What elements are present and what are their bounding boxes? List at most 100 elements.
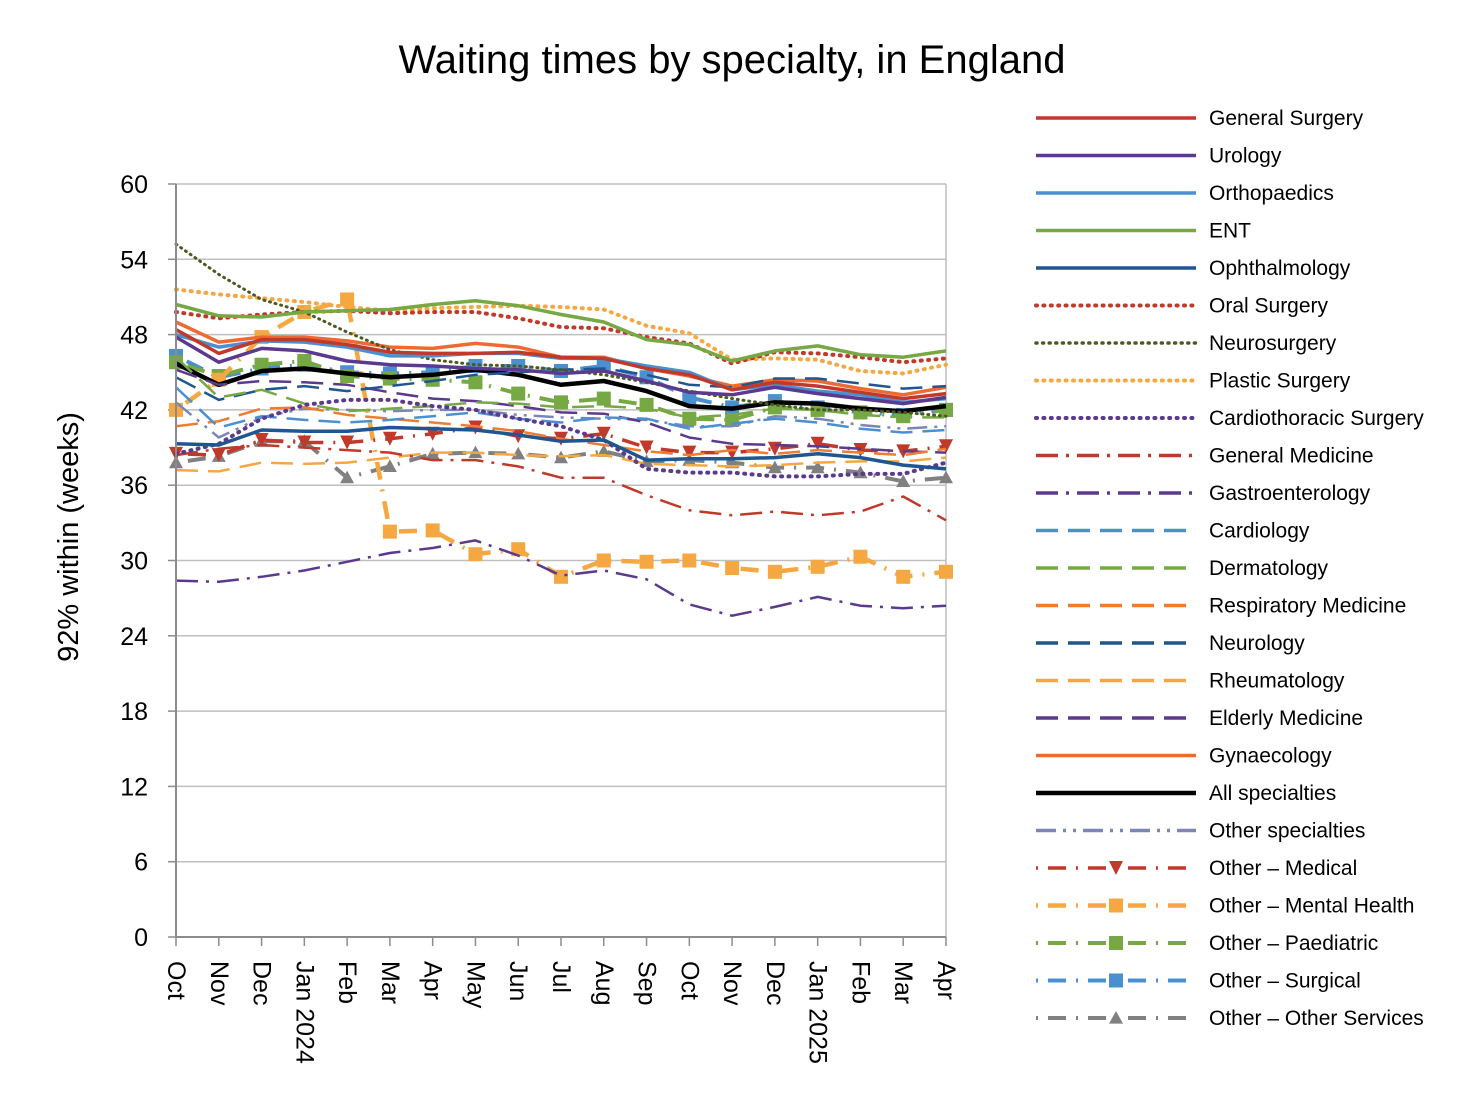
y-tick-label: 12 bbox=[120, 773, 148, 801]
legend-item: General Surgery bbox=[1036, 107, 1364, 130]
y-tick-label: 0 bbox=[134, 924, 148, 952]
y-tick-label: 36 bbox=[120, 472, 148, 500]
x-tick-label: Feb bbox=[846, 961, 874, 1004]
data-point-other-paediatric bbox=[511, 386, 526, 401]
data-point-other-other-services bbox=[810, 460, 825, 474]
x-tick-label: Nov bbox=[205, 961, 233, 1006]
data-point-other-other-services bbox=[340, 470, 355, 484]
legend-label: Other – Medical bbox=[1209, 857, 1357, 880]
series-line-all-specialties bbox=[174, 361, 947, 414]
y-tick-label: 48 bbox=[120, 322, 148, 350]
x-tick-label: Jun bbox=[504, 961, 532, 1001]
legend-item: General Medicine bbox=[1036, 445, 1374, 468]
legend-item: Dermatology bbox=[1036, 557, 1329, 580]
x-tick-label: Dec bbox=[761, 961, 789, 1005]
legend-label: Rheumatology bbox=[1209, 670, 1345, 693]
data-point-other-mental-health bbox=[340, 292, 355, 307]
x-axis-ticks: Oct Nov Dec Jan 2024 Feb Mar Apr May Jun Jul Aug Se… bbox=[162, 937, 960, 1064]
legend-label: Plastic Surgery bbox=[1209, 370, 1351, 393]
series-line-neurosurgery bbox=[174, 242, 948, 418]
chart-title: Waiting times by specialty, in England bbox=[399, 38, 1066, 82]
y-tick-label: 60 bbox=[120, 171, 148, 199]
data-point-other-mental-health bbox=[382, 524, 397, 539]
legend-item: All specialties bbox=[1036, 782, 1336, 805]
legend-label: Other – Surgical bbox=[1209, 970, 1361, 993]
legend-label: Neurology bbox=[1209, 632, 1305, 655]
data-point-other-medical bbox=[468, 420, 483, 435]
x-tick-label: Mar bbox=[376, 961, 404, 1004]
data-point-other-mental-health bbox=[596, 553, 611, 568]
data-point-other-paediatric bbox=[297, 353, 312, 368]
legend-label: Orthopaedics bbox=[1209, 182, 1334, 205]
y-axis-ticks: 0 6 12 18 24 30 36 42 48 54 60 bbox=[120, 171, 176, 952]
data-point-other-medical bbox=[639, 440, 654, 455]
legend-label: Other specialties bbox=[1209, 820, 1365, 843]
legend-item: Elderly Medicine bbox=[1036, 707, 1363, 730]
y-tick-label: 6 bbox=[134, 849, 148, 877]
data-point-other-mental-health bbox=[725, 561, 740, 576]
x-tick-label: Oct bbox=[675, 961, 703, 1000]
y-tick-label: 18 bbox=[120, 698, 148, 726]
x-tick-label: Jan 2025 bbox=[804, 961, 832, 1064]
legend-label: ENT bbox=[1209, 220, 1251, 243]
legend-label: Respiratory Medicine bbox=[1209, 595, 1406, 618]
y-axis-label: 92% within (weeks) bbox=[53, 412, 85, 662]
legend-marker bbox=[1109, 973, 1123, 988]
series-line-respiratory-medicine bbox=[175, 406, 947, 457]
x-tick-label: Jan 2024 bbox=[290, 961, 318, 1064]
legend-item: Plastic Surgery bbox=[1034, 370, 1351, 393]
data-point-other-medical bbox=[596, 426, 611, 441]
legend-label: Other – Mental Health bbox=[1209, 895, 1414, 918]
legend-label: Elderly Medicine bbox=[1209, 707, 1363, 730]
data-point-other-medical bbox=[810, 436, 825, 451]
series-line-gastroenterology bbox=[175, 539, 947, 617]
legend-label: Cardiothoracic Surgery bbox=[1209, 407, 1424, 430]
data-point-other-mental-health bbox=[639, 554, 654, 569]
legend-label: Other – Paediatric bbox=[1209, 932, 1378, 955]
data-point-other-other-services bbox=[382, 459, 397, 472]
legend-item: ENT bbox=[1036, 220, 1251, 243]
data-point-other-medical bbox=[340, 435, 355, 450]
legend-marker bbox=[1109, 1011, 1123, 1024]
legend-item: Other – Surgical bbox=[1036, 970, 1361, 993]
legend-label: Gynaecology bbox=[1209, 745, 1332, 768]
data-point-other-mental-health bbox=[939, 564, 953, 579]
legend-item: Rheumatology bbox=[1036, 670, 1345, 693]
data-point-other-paediatric bbox=[596, 391, 611, 406]
data-point-other-medical bbox=[939, 439, 953, 454]
series-line-urology bbox=[175, 335, 947, 406]
legend: General Surgery Urology Orthopaedics ENT Oph… bbox=[1034, 107, 1424, 1030]
legend-item: Cardiology bbox=[1036, 520, 1310, 543]
data-point-other-mental-health bbox=[896, 569, 911, 584]
data-point-other-other-services bbox=[511, 446, 526, 460]
legend-label: Gastroenterology bbox=[1209, 482, 1371, 505]
y-tick-label: 30 bbox=[120, 548, 148, 576]
data-point-other-medical bbox=[254, 433, 269, 448]
gridlines bbox=[176, 183, 947, 937]
legend-item: Other – Paediatric bbox=[1036, 932, 1378, 955]
data-point-other-medical bbox=[853, 443, 868, 458]
x-tick-label: Dec bbox=[248, 961, 276, 1005]
axes bbox=[175, 184, 946, 938]
legend-label: Other – Other Services bbox=[1209, 1007, 1424, 1030]
legend-item: Orthopaedics bbox=[1036, 182, 1334, 205]
legend-item: Cardiothoracic Surgery bbox=[1034, 407, 1424, 430]
series-line-dermatology bbox=[175, 356, 946, 419]
data-point-other-mental-health bbox=[767, 564, 782, 579]
legend-item: Gastroenterology bbox=[1036, 482, 1371, 505]
data-point-other-medical bbox=[211, 448, 226, 463]
data-point-other-mental-health bbox=[511, 542, 526, 557]
x-tick-label: May bbox=[461, 961, 489, 1009]
legend-label: Oral Surgery bbox=[1209, 295, 1329, 318]
data-point-other-mental-health bbox=[554, 569, 568, 584]
series-line-plastic-surgery bbox=[174, 287, 948, 376]
data-point-other-other-services bbox=[596, 444, 611, 457]
x-tick-label: Mar bbox=[889, 961, 917, 1004]
legend-label: Urology bbox=[1209, 145, 1282, 168]
data-point-other-mental-health bbox=[810, 559, 825, 574]
data-point-other-other-services bbox=[896, 474, 911, 488]
series-line-general-surgery bbox=[175, 328, 947, 401]
legend-item: Neurosurgery bbox=[1034, 332, 1337, 355]
legend-item: Gynaecology bbox=[1036, 745, 1332, 768]
